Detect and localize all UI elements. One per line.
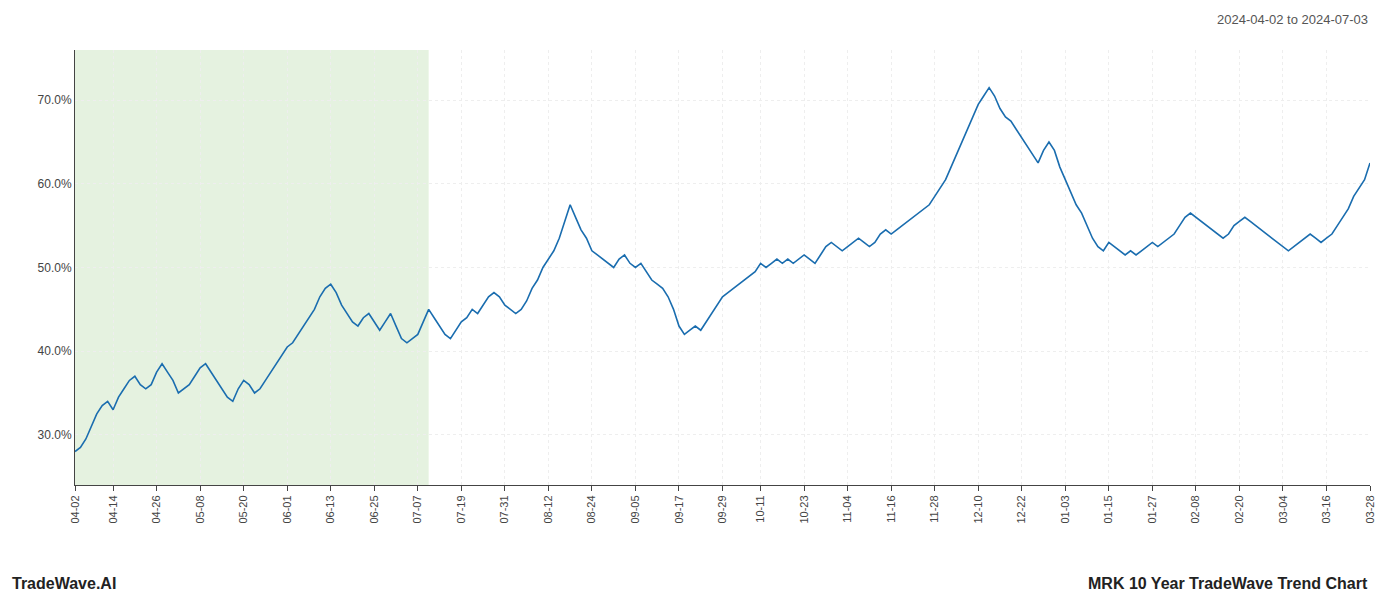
svg-text:02-08: 02-08 [1189,495,1201,523]
svg-text:10-23: 10-23 [798,495,810,523]
svg-text:11-28: 11-28 [928,495,940,522]
svg-text:04-02: 04-02 [69,495,81,523]
svg-text:05-20: 05-20 [237,495,249,523]
svg-text:30.0%: 30.0% [38,428,72,442]
svg-text:07-19: 07-19 [455,495,467,523]
svg-text:09-29: 09-29 [716,495,728,523]
svg-text:01-03: 01-03 [1059,495,1071,523]
svg-text:60.0%: 60.0% [38,177,72,191]
svg-text:40.0%: 40.0% [38,344,72,358]
svg-text:06-25: 06-25 [368,495,380,523]
svg-text:70.0%: 70.0% [38,93,72,107]
svg-text:01-15: 01-15 [1102,495,1114,523]
svg-text:06-13: 06-13 [324,495,336,523]
svg-text:04-26: 04-26 [150,495,162,523]
svg-text:TradeWave.AI: TradeWave.AI [12,575,116,592]
svg-text:03-28: 03-28 [1364,495,1376,523]
svg-text:05-08: 05-08 [194,495,206,523]
svg-text:12-22: 12-22 [1015,495,1027,523]
svg-text:04-14: 04-14 [107,495,119,523]
svg-text:07-31: 07-31 [498,495,510,523]
svg-text:03-04: 03-04 [1277,495,1289,523]
svg-text:2024-04-02 to 2024-07-03: 2024-04-02 to 2024-07-03 [1217,12,1368,27]
svg-text:11-16: 11-16 [885,495,897,522]
svg-text:01-27: 01-27 [1146,495,1158,523]
svg-text:03-16: 03-16 [1320,495,1332,523]
svg-text:06-01: 06-01 [281,495,293,523]
svg-text:50.0%: 50.0% [38,261,72,275]
svg-text:10-11: 10-11 [754,495,766,522]
svg-text:08-24: 08-24 [585,495,597,523]
svg-text:02-20: 02-20 [1233,495,1245,523]
svg-text:07-07: 07-07 [411,495,423,523]
svg-text:09-05: 09-05 [629,495,641,523]
svg-text:MRK 10 Year TradeWave Trend Ch: MRK 10 Year TradeWave Trend Chart [1088,575,1368,592]
svg-text:09-17: 09-17 [673,495,685,523]
svg-text:12-10: 12-10 [972,495,984,523]
svg-text:11-04: 11-04 [841,495,853,522]
svg-text:08-12: 08-12 [542,495,554,523]
